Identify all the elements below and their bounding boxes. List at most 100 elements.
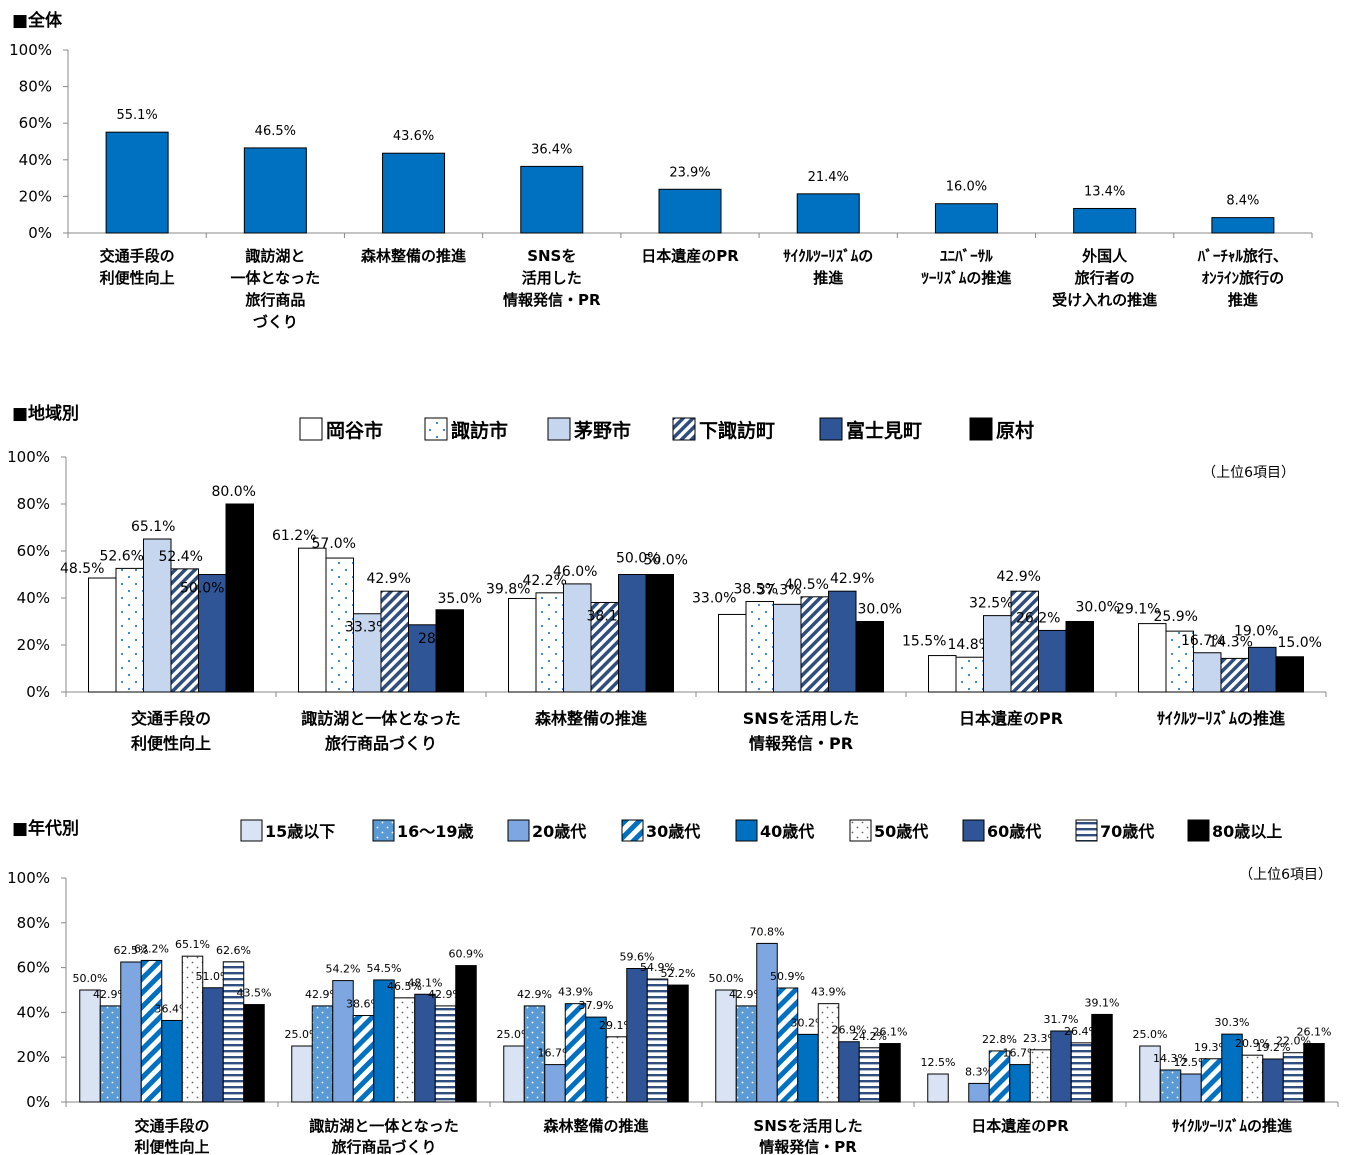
data-label: 16.7%: [1003, 1047, 1038, 1060]
data-label: 42.9%: [367, 571, 411, 587]
bar: [927, 1073, 949, 1103]
x-category-label: 情報発信・PR: [749, 734, 853, 753]
bar: [1303, 1043, 1325, 1103]
y-tick-label: 80%: [17, 495, 50, 513]
x-category-label: 森林整備の推進: [361, 247, 467, 265]
legend-swatch: [962, 819, 985, 842]
legend-label: 70歳代: [1100, 822, 1154, 841]
data-label: 25.0%: [285, 1028, 320, 1041]
bar: [352, 1015, 375, 1103]
bar: [393, 997, 416, 1103]
data-label: 14.8%: [948, 637, 992, 653]
data-label: 62.5%: [114, 944, 149, 957]
data-label: 36.4%: [155, 1002, 190, 1015]
data-label: 50.9%: [770, 970, 805, 983]
bar: [1211, 217, 1275, 234]
legend-swatch: [547, 417, 571, 441]
bar: [115, 567, 144, 693]
data-label: 29.1%: [1116, 602, 1160, 618]
legend-swatch: [372, 819, 395, 842]
bar: [1050, 1030, 1072, 1103]
x-category-label: 受け入れの推進: [1052, 291, 1158, 309]
data-label: 12.5%: [1174, 1056, 1209, 1069]
data-label: 33.3%: [345, 620, 389, 636]
x-category-label: ﾕﾆﾊﾞｰｻﾙ: [940, 247, 993, 265]
bar: [745, 601, 774, 693]
data-label: 42.2%: [523, 573, 567, 589]
legend-swatch: [672, 417, 696, 441]
data-label: 33.0%: [692, 590, 736, 606]
bar: [414, 993, 436, 1103]
data-label: 19.2%: [1256, 1041, 1291, 1054]
data-label: 38.5%: [734, 582, 778, 598]
x-category-label: 推進: [1228, 291, 1259, 309]
data-label: 16.7%: [538, 1047, 573, 1060]
data-label: 30.3%: [1215, 1016, 1250, 1029]
data-label: 25.9%: [1154, 609, 1198, 625]
y-tick-label: 20%: [17, 636, 50, 654]
bar: [968, 1082, 990, 1103]
x-category-label: ｻｲｸﾙﾂｰﾘｽﾞﾑの推進: [1172, 1117, 1293, 1135]
legend-swatch: [507, 819, 530, 842]
legend-swatch: [969, 417, 993, 441]
bar: [658, 188, 722, 234]
x-category-label: 旅行商品づくり: [325, 734, 437, 753]
bar: [715, 989, 737, 1103]
data-label: 61.2%: [272, 528, 316, 544]
data-label: 42.9%: [830, 571, 874, 587]
data-label: 39.1%: [1085, 996, 1120, 1009]
legend-swatch: [1187, 819, 1210, 842]
x-category-label: 諏訪湖と一体となった: [309, 1117, 459, 1135]
x-category-label: ｻｲｸﾙﾂｰﾘｽﾞﾑの: [783, 247, 873, 265]
bar: [243, 1004, 265, 1103]
bar: [1010, 590, 1039, 693]
data-label: 15.0%: [1278, 635, 1322, 651]
data-label: 42.9%: [729, 988, 764, 1001]
data-label: 19.0%: [1234, 623, 1278, 639]
data-label: 42.9%: [428, 988, 463, 1001]
legend-label: 30歳代: [646, 822, 700, 841]
data-label: 19.3%: [1194, 1041, 1229, 1054]
bar: [382, 152, 446, 234]
data-label: 37.3%: [757, 582, 801, 598]
x-category-label: ﾊﾞｰﾁｬﾙ旅行、: [1197, 247, 1288, 265]
legend-label: 80歳以上: [1212, 822, 1282, 841]
bar: [955, 656, 984, 693]
x-category-label: 活用した: [522, 269, 582, 287]
bar: [1091, 1013, 1113, 1103]
legend-label: 16～19歳: [397, 822, 474, 841]
bar: [667, 984, 689, 1103]
data-label: 25.0%: [1133, 1028, 1168, 1041]
bar: [523, 1005, 546, 1103]
x-category-label: 一体となった: [231, 269, 321, 287]
age-chart-title: ■年代別: [12, 818, 79, 839]
data-label: 43.9%: [558, 986, 593, 999]
bar: [563, 583, 592, 693]
x-category-label: ｻｲｸﾙﾂｰﾘｽﾞﾑの推進: [1157, 709, 1285, 728]
legend-label: 富士見町: [846, 419, 922, 442]
y-tick-label: 0%: [26, 1093, 50, 1111]
bar: [202, 987, 224, 1103]
data-label: 16.7%: [1181, 633, 1225, 649]
bar: [800, 596, 829, 693]
bar: [855, 621, 884, 693]
region-chart: ■地域別 （上位6項目） 岡谷市 諏訪市 茅野市 下諏訪町 富士見町 原村 0% 20% 40…: [7, 403, 1327, 753]
bar: [1038, 629, 1067, 693]
x-category-label: 交通手段の: [131, 709, 211, 728]
data-label: 42.9%: [517, 988, 552, 1001]
bar: [520, 165, 584, 234]
data-label: 26.9%: [832, 1024, 867, 1037]
bar: [99, 1005, 122, 1103]
bar: [380, 590, 409, 693]
data-label: 30.2%: [791, 1016, 826, 1029]
bar: [1159, 1069, 1182, 1103]
data-label: 20.9%: [1235, 1037, 1270, 1050]
bar: [776, 987, 799, 1103]
data-label: 15.5%: [902, 634, 946, 650]
bar: [1241, 1054, 1264, 1103]
data-label: 38.6%: [346, 998, 381, 1011]
legend-label: 60歳代: [987, 822, 1041, 841]
x-category-label: づくり: [253, 313, 298, 331]
bar: [140, 959, 163, 1103]
y-tick-label: 60%: [19, 114, 52, 132]
